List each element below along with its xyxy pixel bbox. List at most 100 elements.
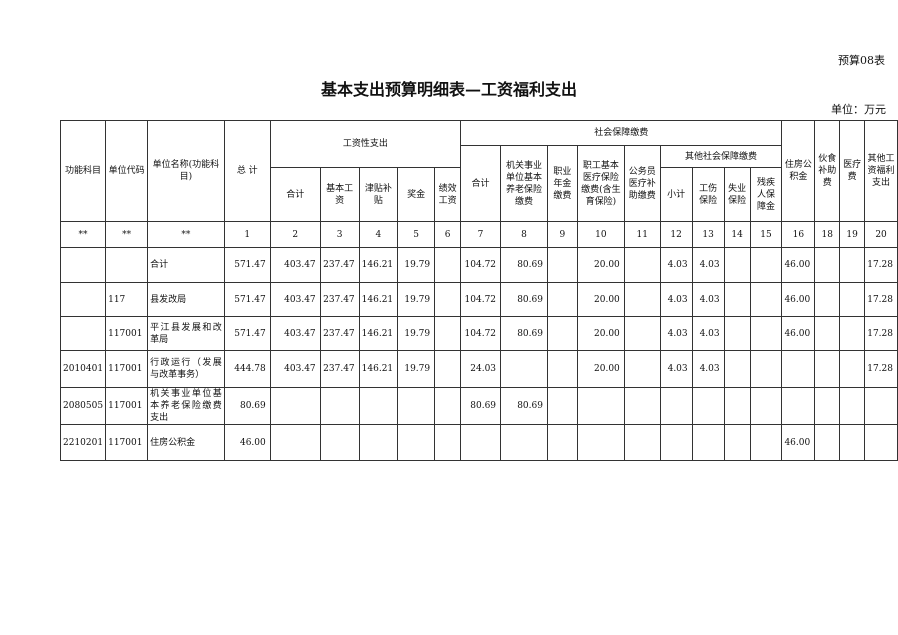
table-cell: 117001 xyxy=(105,387,149,425)
table-cell xyxy=(434,350,462,388)
table-cell: 17.28 xyxy=(864,282,898,317)
table-cell xyxy=(691,387,725,425)
table-cell: 20.00 xyxy=(576,247,625,283)
column-number: ** xyxy=(147,221,225,248)
table-cell xyxy=(434,282,462,317)
table-cell: 17.28 xyxy=(864,350,898,388)
table-cell: 17.28 xyxy=(864,316,898,351)
table-cell: 80.69 xyxy=(500,387,548,425)
table-cell xyxy=(749,282,783,317)
table-row: 117 县发改局 571.47 403.47 237.47 146.21 19.79 104.… xyxy=(59,282,898,317)
table-cell: 合计 xyxy=(147,247,225,283)
table-cell xyxy=(460,424,502,461)
table-cell xyxy=(59,316,107,351)
table-cell xyxy=(623,282,661,317)
table-cell: 104.72 xyxy=(460,247,502,283)
table-cell xyxy=(546,350,578,388)
table-cell: 4.03 xyxy=(691,350,725,388)
table-cell: 20.00 xyxy=(576,316,625,351)
column-number: 16 xyxy=(781,221,816,248)
table-cell: 403.47 xyxy=(269,316,321,351)
table-cell xyxy=(319,387,360,425)
table-cell xyxy=(434,316,462,351)
column-number: 1 xyxy=(223,221,271,248)
table-cell: 117001 xyxy=(105,316,149,351)
header-wage-total: 合计 xyxy=(269,167,321,222)
header-other-welfare: 其他工资福利支出 xyxy=(864,120,898,222)
table-cell: 80.69 xyxy=(223,387,271,425)
table-cell: 2010401 xyxy=(59,350,107,388)
header-soc-total: 合计 xyxy=(460,145,502,222)
budget-table: 功能科目 单位代码 单位名称(功能科目) 总 计 工资性支出 社会保障缴费 住房… xyxy=(59,120,898,461)
table-cell xyxy=(839,350,866,388)
table-cell: 20.00 xyxy=(576,350,625,388)
table-cell xyxy=(623,247,661,283)
header-func: 功能科目 xyxy=(59,120,107,222)
table-cell xyxy=(723,387,751,425)
table-cell: 2080505 xyxy=(59,387,107,425)
table-cell xyxy=(839,424,866,461)
table-cell: 46.00 xyxy=(781,247,816,283)
table-cell: 80.69 xyxy=(460,387,502,425)
table-cell: 行政运行（发展与改革事务） xyxy=(147,350,225,388)
table-cell xyxy=(546,387,578,425)
page-title: 基本支出预算明细表—工资福利支出 xyxy=(320,80,577,99)
header-housing: 住房公积金 xyxy=(781,120,816,222)
column-number: 20 xyxy=(864,221,898,248)
table-cell xyxy=(59,247,107,283)
table-cell xyxy=(623,387,661,425)
table-cell xyxy=(814,316,841,351)
table-cell: 20.00 xyxy=(576,282,625,317)
table-cell xyxy=(623,316,661,351)
table-cell xyxy=(434,387,462,425)
header-name: 单位名称(功能科目) xyxy=(147,120,225,222)
table-cell xyxy=(723,282,751,317)
table-cell xyxy=(576,424,625,461)
table-cell: 平江县发展和改革局 xyxy=(147,316,225,351)
table-cell: 237.47 xyxy=(319,247,360,283)
table-cell xyxy=(105,247,149,283)
column-number: 4 xyxy=(358,221,399,248)
table-cell xyxy=(59,282,107,317)
table-cell xyxy=(781,387,816,425)
table-cell: 4.03 xyxy=(691,282,725,317)
table-cell: 19.79 xyxy=(397,350,436,388)
header-soc-pension: 机关事业单位基本养老保险缴费 xyxy=(500,145,548,222)
table-cell xyxy=(623,424,661,461)
unit-label: 单位：万元 xyxy=(831,103,886,116)
table-cell: 117001 xyxy=(105,424,149,461)
column-number: 19 xyxy=(839,221,866,248)
table-cell: 46.00 xyxy=(781,424,816,461)
table-cell xyxy=(269,424,321,461)
table-row: 合计 571.47 403.47 237.47 146.21 19.79 104.72 80.… xyxy=(59,247,898,283)
table-cell xyxy=(434,247,462,283)
table-cell: 19.79 xyxy=(397,247,436,283)
table-cell xyxy=(749,387,783,425)
table-cell xyxy=(723,424,751,461)
table-cell xyxy=(358,387,399,425)
header-basic-wage: 基本工资 xyxy=(319,167,360,222)
column-number: ** xyxy=(59,221,107,248)
table-cell: 80.69 xyxy=(500,247,548,283)
column-number: 10 xyxy=(576,221,625,248)
table-cell: 571.47 xyxy=(223,316,271,351)
table-row: 2010401 117001 行政运行（发展与改革事务） 444.78 403.47 23… xyxy=(59,350,898,388)
table-cell xyxy=(839,282,866,317)
table-cell xyxy=(269,387,321,425)
table-cell: 403.47 xyxy=(269,350,321,388)
table-cell: 80.69 xyxy=(500,316,548,351)
header-injury: 工伤保险 xyxy=(691,167,725,222)
table-cell xyxy=(749,316,783,351)
form-number: 预算08表 xyxy=(838,54,885,67)
table-cell: 403.47 xyxy=(269,247,321,283)
table-cell: 4.03 xyxy=(659,247,693,283)
table-cell xyxy=(500,424,548,461)
table-cell xyxy=(749,424,783,461)
table-cell: 住房公积金 xyxy=(147,424,225,461)
table-cell xyxy=(839,247,866,283)
table-cell xyxy=(576,387,625,425)
table-cell xyxy=(397,424,436,461)
column-number: 6 xyxy=(434,221,462,248)
table-cell: 24.03 xyxy=(460,350,502,388)
table-cell: 19.79 xyxy=(397,282,436,317)
